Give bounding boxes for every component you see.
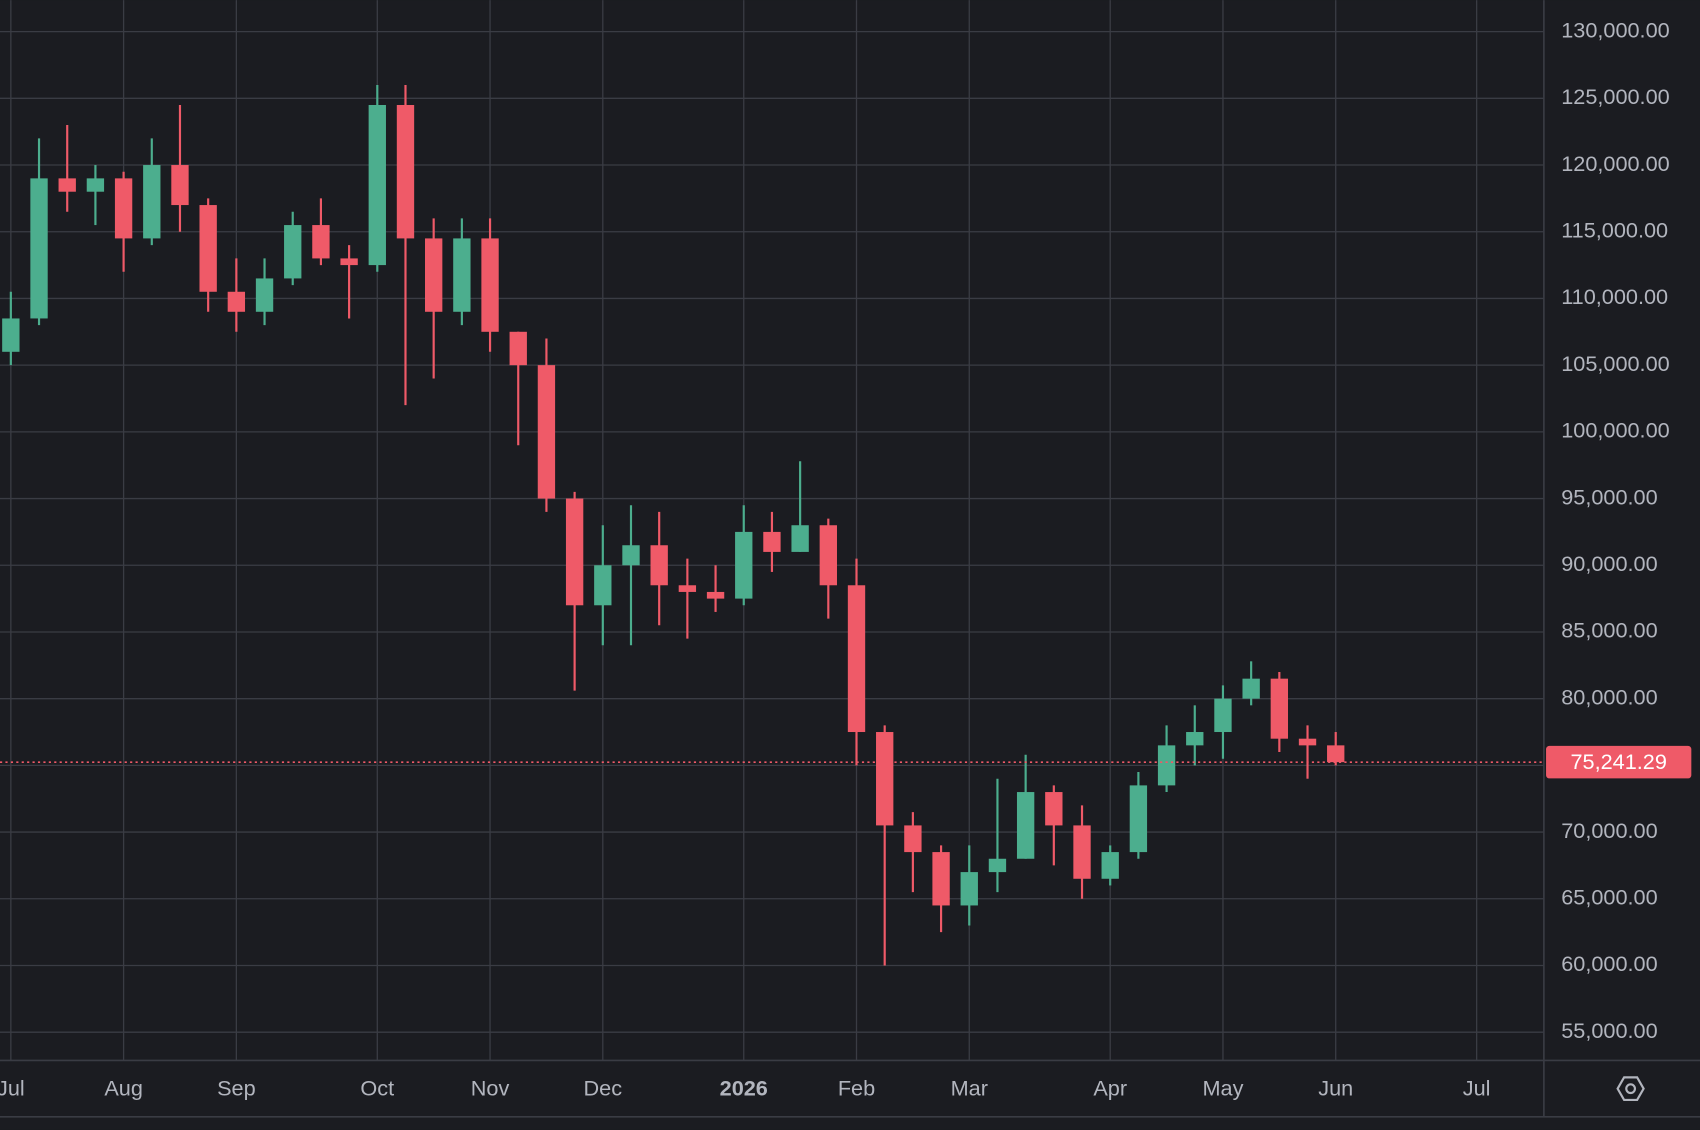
candle-body — [1186, 732, 1204, 746]
candle-body — [537, 365, 556, 499]
x-tick-label: May — [1202, 1075, 1243, 1100]
candle-body — [86, 178, 105, 192]
candle-body — [763, 531, 781, 552]
candle-body — [594, 565, 612, 606]
candle-body — [1129, 785, 1148, 853]
candles — [0, 84, 1544, 966]
candle-body — [678, 585, 697, 592]
candle-body — [114, 178, 133, 239]
y-tick-label: 95,000.00 — [1561, 484, 1657, 509]
settings-icon-center[interactable] — [1625, 1083, 1637, 1095]
x-tick-label: Aug — [104, 1075, 143, 1100]
candle-body — [650, 545, 668, 586]
x-tick-label: 2026 — [720, 1075, 768, 1100]
candle-body — [1214, 698, 1232, 733]
candle-body — [509, 331, 527, 366]
candle-body — [396, 104, 415, 239]
candle-body — [706, 591, 725, 599]
y-tick-label: 65,000.00 — [1561, 885, 1657, 910]
y-tick-label: 130,000.00 — [1561, 17, 1669, 42]
y-tick-label: 85,000.00 — [1561, 618, 1657, 643]
candle-body — [1157, 745, 1176, 786]
candle-body — [960, 872, 978, 906]
x-tick-label: Dec — [584, 1075, 623, 1100]
candle-body — [255, 278, 274, 312]
candle-body — [565, 498, 584, 606]
candle-body — [932, 852, 950, 906]
candle-body — [143, 165, 161, 239]
candle-body — [199, 205, 217, 292]
x-tick-label: Sep — [217, 1075, 256, 1100]
candle-body — [1270, 678, 1289, 739]
candle-body — [1016, 792, 1035, 859]
candle-body — [481, 238, 499, 332]
last-price-box — [1546, 745, 1692, 779]
candle-body — [1045, 792, 1063, 826]
candle-body — [622, 545, 640, 566]
candle-body — [312, 225, 330, 259]
x-tick-label: Jul — [1463, 1075, 1491, 1100]
candle-body — [340, 258, 358, 266]
candle-body — [1327, 745, 1345, 763]
candle-body — [1101, 852, 1119, 879]
x-tick-label: Oct — [360, 1075, 394, 1100]
candle-body — [847, 585, 866, 733]
x-tick-label: Jul — [0, 1075, 25, 1100]
candle-body — [1242, 678, 1260, 699]
x-tick-label: Nov — [471, 1075, 510, 1100]
candle-body — [904, 825, 922, 853]
candle-body — [171, 165, 189, 206]
candle-body — [425, 238, 443, 312]
candle-body — [284, 225, 302, 279]
x-tick-label: Mar — [951, 1075, 988, 1100]
candle-body — [453, 238, 471, 312]
y-tick-label: 55,000.00 — [1561, 1018, 1657, 1043]
y-tick-label: 115,000.00 — [1561, 217, 1668, 242]
y-tick-label: 90,000.00 — [1561, 551, 1657, 576]
y-tick-label: 110,000.00 — [1561, 284, 1668, 309]
candle-body — [58, 178, 76, 192]
settings-icon[interactable] — [1616, 1076, 1645, 1102]
last-price-label: 75,241.29 — [1570, 749, 1666, 774]
x-tick-label: Apr — [1093, 1075, 1127, 1100]
x-tick-label: Feb — [838, 1075, 875, 1100]
y-tick-label: 70,000.00 — [1561, 818, 1657, 843]
labels: 55,000.0060,000.0065,000.0070,000.0075,0… — [0, 17, 1692, 1100]
candle-body — [1073, 825, 1091, 879]
candle-body — [819, 525, 837, 586]
candle-body — [30, 178, 48, 319]
candle-body — [2, 318, 20, 352]
candle-body — [735, 531, 753, 599]
y-tick-label: 125,000.00 — [1561, 84, 1669, 109]
candle-body — [1298, 738, 1317, 746]
candle-body — [988, 858, 1007, 873]
y-tick-label: 100,000.00 — [1561, 418, 1669, 443]
candle-body — [227, 291, 246, 312]
settings-button[interactable] — [1616, 1076, 1645, 1102]
candle-body — [876, 732, 894, 826]
y-tick-label: 105,000.00 — [1561, 351, 1669, 376]
y-tick-label: 60,000.00 — [1561, 951, 1657, 976]
x-tick-label: Jun — [1318, 1075, 1353, 1100]
candle-body — [791, 525, 809, 552]
candle-body — [368, 104, 386, 266]
y-tick-label: 80,000.00 — [1561, 684, 1657, 709]
y-tick-label: 120,000.00 — [1561, 151, 1669, 176]
